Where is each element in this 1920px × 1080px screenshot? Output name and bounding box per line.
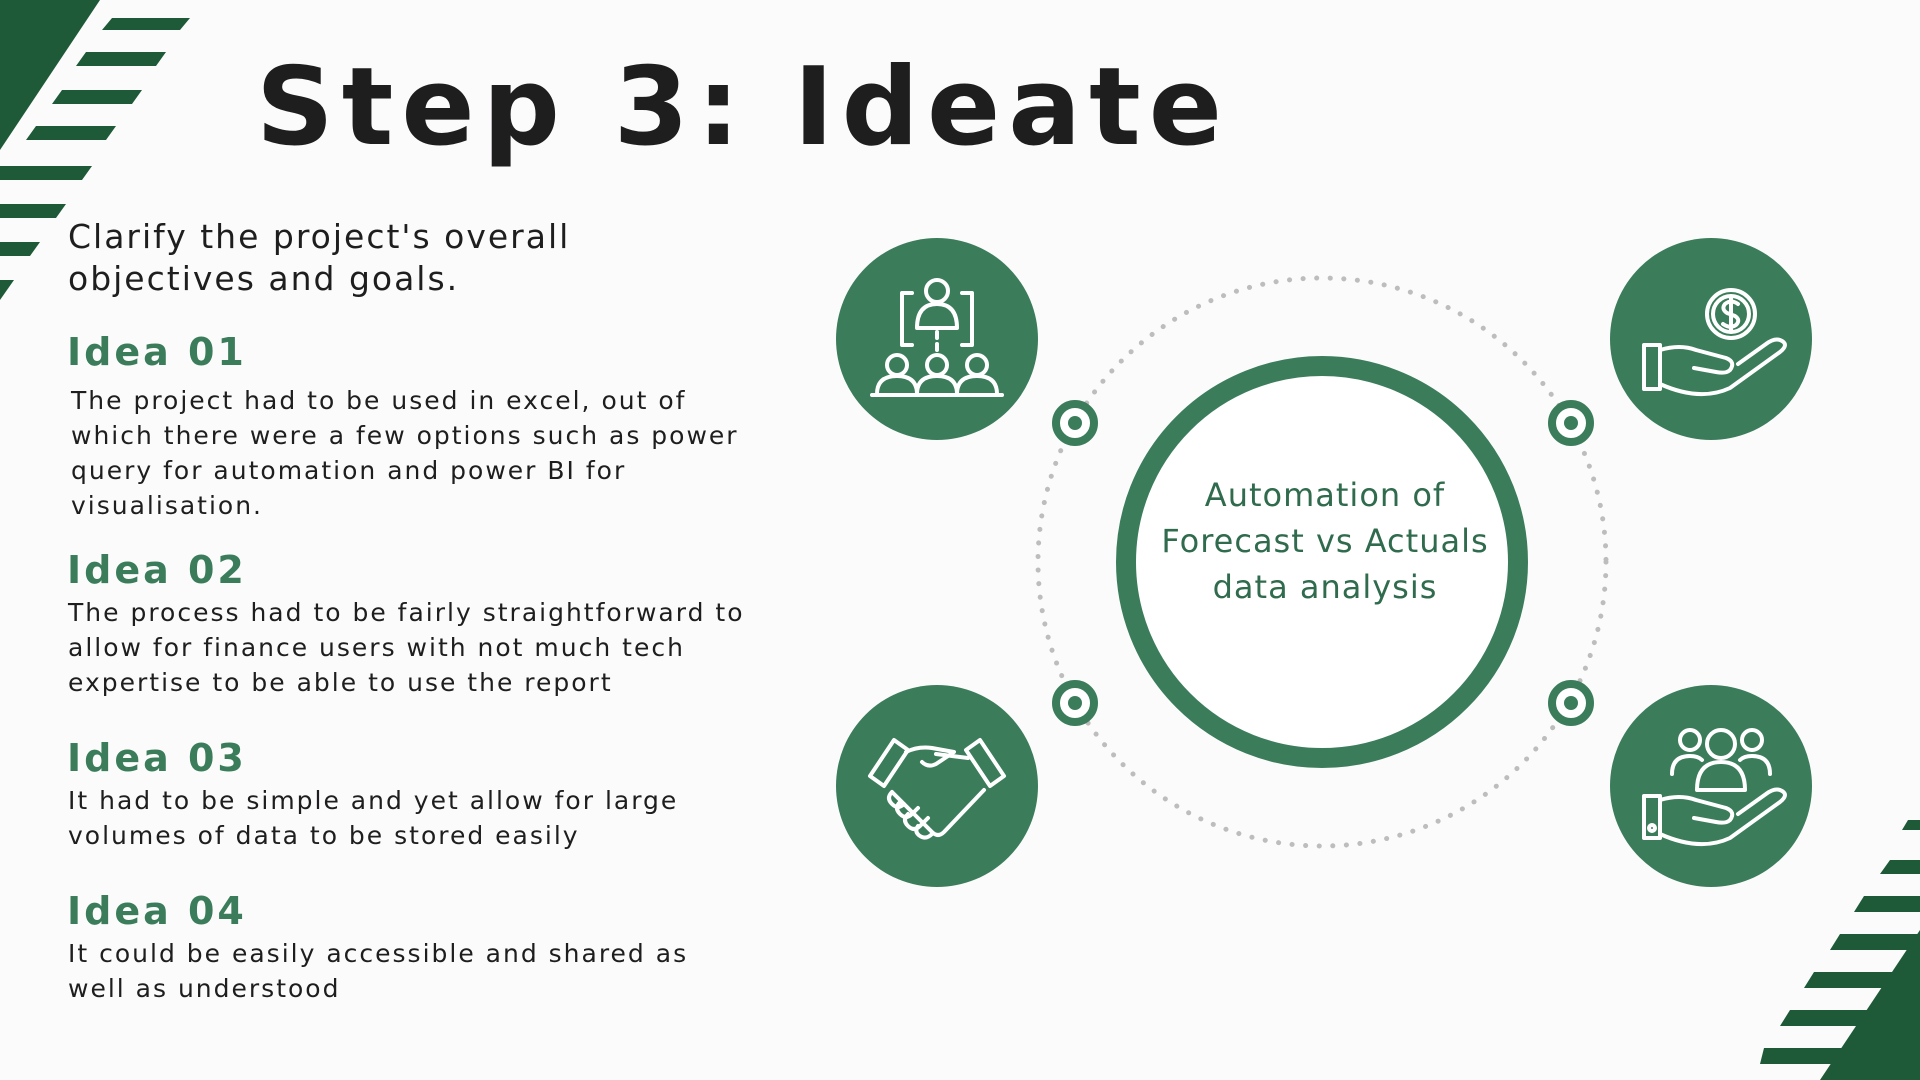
- idea-body: The project had to be used in excel, out…: [71, 386, 739, 520]
- idea-heading: Idea 04: [67, 889, 247, 933]
- page-title: Step 3: Ideate: [256, 45, 1230, 170]
- people-in-hand-icon: [1610, 685, 1812, 887]
- subtitle: Clarify the project's overall objectives…: [68, 217, 571, 298]
- idea-heading: Idea 03: [67, 736, 247, 780]
- money-in-hand-icon: [1610, 238, 1812, 440]
- center-ring: [1116, 356, 1528, 768]
- team-hierarchy-icon: [836, 238, 1038, 440]
- idea-body: It could be easily accessible and shared…: [68, 939, 689, 1003]
- decorative-stripes-top-left: [0, 0, 190, 300]
- connector-dot: [1548, 680, 1594, 726]
- center-label: Automation of Forecast vs Actuals data a…: [1161, 476, 1489, 606]
- idea-heading: Idea 01: [67, 330, 247, 374]
- connector-dot: [1548, 400, 1594, 446]
- decorative-stripes-bottom-right: [1760, 820, 1920, 1080]
- idea-body: The process had to be fairly straightfor…: [68, 598, 745, 697]
- connector-dot: [1052, 680, 1098, 726]
- dotted-ring: [1035, 275, 1609, 849]
- handshake-icon: [836, 685, 1038, 887]
- connector-dot: [1052, 400, 1098, 446]
- idea-heading: Idea 02: [67, 548, 247, 592]
- idea-body: It had to be simple and yet allow for la…: [68, 786, 679, 850]
